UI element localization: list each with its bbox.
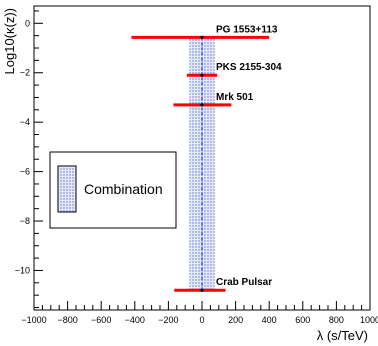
x-tick-label: −400 (125, 315, 145, 325)
x-tick-label: 400 (262, 315, 277, 325)
legend-swatch (57, 165, 77, 213)
x-tick-label: 200 (228, 315, 243, 325)
y-tick-label: −8 (20, 216, 30, 226)
data-point-1 (200, 73, 204, 77)
data-point-3 (200, 288, 204, 292)
source-label-2: Mrk 501 (216, 92, 254, 103)
data-point-2 (200, 103, 204, 107)
x-tick-label: −1000 (21, 315, 46, 325)
y-tick-label: −4 (20, 117, 30, 127)
x-tick-label: 0 (199, 315, 204, 325)
x-tick-label: −800 (57, 315, 77, 325)
source-label-0: PG 1553+113 (216, 24, 278, 35)
x-axis-title: λ (s/TeV) (317, 328, 368, 343)
y-tick-label: −2 (20, 68, 30, 78)
y-tick-label: −6 (20, 167, 30, 177)
legend: Combination (49, 151, 177, 229)
x-tick-label: 1000 (360, 315, 378, 325)
legend-label: Combination (84, 181, 163, 197)
source-label-1: PKS 2155-304 (216, 62, 282, 73)
x-tick-label: 800 (329, 315, 344, 325)
x-tick-label: −200 (158, 315, 178, 325)
y-tick-label: 0 (25, 18, 30, 28)
data-point-0 (200, 35, 204, 39)
x-tick-label: 600 (295, 315, 310, 325)
y-axis-title: Log10(κ(z)) (2, 8, 17, 74)
x-tick-label: −600 (91, 315, 111, 325)
y-tick-label: −10 (15, 265, 30, 275)
source-label-3: Crab Pulsar (216, 277, 272, 288)
